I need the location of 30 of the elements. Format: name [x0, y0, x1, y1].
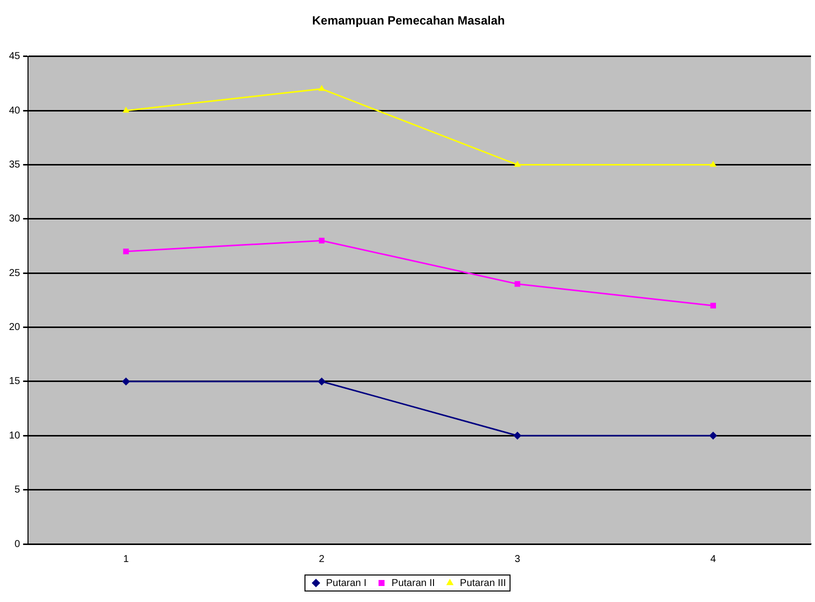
point: [709, 432, 718, 440]
y-tick-label: 0: [14, 538, 21, 550]
x-tick-label: 1: [123, 554, 130, 565]
point: [318, 84, 326, 91]
y-tick-label: 25: [9, 268, 21, 279]
point: [122, 377, 130, 386]
x-tick-label: 3: [514, 554, 521, 565]
point: [710, 302, 716, 308]
point: [710, 160, 717, 167]
point: [318, 238, 325, 244]
y-tick-label: 10: [9, 430, 21, 442]
y-tick-label: 30: [9, 214, 21, 225]
legend-label: Putaran III: [460, 578, 506, 589]
x-tick-label: 2: [318, 554, 325, 565]
point: [514, 281, 520, 287]
legend-label: Putaran I: [326, 578, 367, 589]
legend-label: Putaran II: [392, 578, 435, 589]
y-tick-label: 5: [14, 484, 21, 496]
y-tick-label: 20: [9, 322, 21, 334]
y-tick-label: 15: [9, 376, 21, 388]
chart-title: Kemampuan Pemecahan Masalah: [312, 14, 505, 28]
point: [514, 160, 521, 167]
y-tick-label: 35: [9, 160, 21, 171]
y-tick-label: 40: [9, 105, 21, 116]
y-tick-label: 45: [9, 51, 21, 62]
x-tick-label: 4: [710, 554, 716, 565]
point: [513, 432, 522, 440]
point: [318, 377, 326, 386]
point: [122, 106, 130, 113]
point: [123, 248, 129, 254]
